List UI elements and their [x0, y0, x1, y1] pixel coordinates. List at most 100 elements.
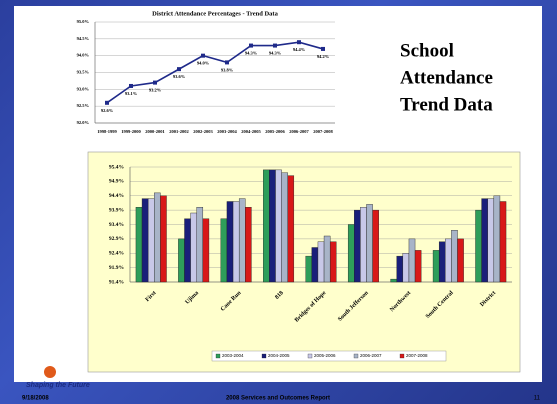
bar — [402, 253, 410, 283]
bar — [414, 250, 422, 283]
bar — [238, 198, 246, 283]
y-tick-label: 93.9% — [109, 207, 124, 213]
bar — [360, 207, 367, 283]
x-tick-label: 2003-2004 — [217, 129, 237, 134]
slide-heading-line: Trend Data — [400, 94, 493, 115]
data-label: 93.2% — [149, 88, 162, 93]
bar — [372, 209, 379, 283]
bar — [493, 195, 501, 283]
bar — [481, 198, 488, 283]
bar — [475, 209, 482, 283]
legend-box — [211, 350, 447, 362]
x-tick-label: 2004-2005 — [241, 129, 261, 134]
data-point — [321, 46, 325, 51]
y-tick-label: 92.5% — [77, 103, 90, 108]
bar — [390, 278, 397, 283]
data-point — [225, 60, 229, 65]
bar — [196, 207, 204, 283]
bar — [438, 241, 446, 283]
bar — [263, 169, 270, 283]
bar — [160, 195, 167, 283]
bar — [154, 192, 161, 283]
bar — [366, 204, 373, 283]
bar — [396, 255, 404, 283]
bar — [245, 207, 252, 283]
y-tick-label: 94.0% — [77, 53, 90, 58]
data-point — [105, 100, 109, 105]
logo-mark — [44, 366, 56, 378]
bar — [184, 218, 191, 283]
bar — [311, 247, 319, 283]
bar — [445, 238, 452, 283]
legend-swatch — [399, 353, 405, 359]
chart-title: District Attendance Percentages - Trend … — [152, 10, 278, 17]
legend-label: 2005-2006 — [314, 353, 336, 358]
legend-label: 2006-2007 — [360, 353, 382, 358]
data-point — [153, 80, 157, 85]
legend-swatch — [261, 353, 267, 359]
bar — [269, 169, 276, 283]
legend-label: 2003-2004 — [222, 353, 244, 358]
x-tick-label: 1999-2000 — [121, 129, 141, 134]
bar — [408, 238, 416, 283]
data-point — [129, 83, 133, 88]
y-tick-label: 95.0% — [77, 19, 90, 24]
bar — [147, 198, 155, 283]
data-label: 94.3% — [245, 51, 258, 56]
bar — [281, 172, 288, 283]
footer-date: 9/18/2008 — [22, 396, 49, 402]
footer-title: 2008 Services and Outcomes Report — [226, 396, 330, 402]
bar — [457, 238, 464, 283]
bar — [220, 218, 228, 283]
bar — [354, 209, 361, 283]
bar — [317, 241, 325, 283]
data-label: 94.3% — [269, 51, 282, 56]
y-tick-label: 92.0% — [77, 120, 90, 125]
legend-label: 2004-2005 — [268, 353, 290, 358]
data-label: 94.0% — [197, 61, 210, 66]
y-tick-label: 93.0% — [77, 86, 90, 91]
data-point — [177, 67, 181, 72]
bar — [202, 218, 210, 283]
bar — [275, 169, 282, 283]
y-tick-label: 93.5% — [77, 70, 90, 75]
bar — [178, 238, 185, 283]
legend-swatch — [307, 353, 313, 359]
y-tick-label: 94.4% — [109, 193, 124, 199]
x-tick-label: 2002-2003 — [193, 129, 213, 134]
y-tick-label: 93.4% — [109, 222, 124, 228]
data-point — [201, 53, 205, 58]
data-label: 93.1% — [125, 91, 138, 96]
trend-line — [106, 41, 324, 104]
data-label: 94.2% — [317, 54, 330, 59]
data-label: 93.8% — [221, 67, 234, 72]
data-label: 92.6% — [101, 108, 114, 113]
legend-swatch — [353, 353, 359, 359]
x-tick-label: 1998-1999 — [97, 129, 117, 134]
x-tick-label: 2000-2001 — [145, 129, 165, 134]
y-tick-label: 92.9% — [109, 236, 124, 242]
data-label: 94.4% — [293, 47, 306, 52]
data-point — [249, 43, 253, 48]
y-tick-label: 94.9% — [109, 179, 124, 185]
x-tick-label: 818 — [274, 290, 285, 301]
bar — [232, 201, 240, 283]
bar — [226, 201, 234, 283]
y-tick-label: 91.9% — [109, 265, 124, 271]
bar — [287, 175, 295, 283]
y-tick-label: 95.4% — [109, 164, 124, 170]
data-point — [273, 43, 277, 48]
footer-page: 11 — [534, 396, 541, 402]
bar — [347, 224, 355, 283]
legend-swatch — [215, 353, 221, 359]
y-tick-label: 92.4% — [109, 251, 124, 257]
slide-heading-line: School — [400, 40, 454, 61]
x-tick-label: 2007-2008 — [313, 129, 333, 134]
x-tick-label: 2005-2006 — [265, 129, 285, 134]
data-point — [297, 40, 301, 45]
bar — [141, 198, 149, 283]
bar — [329, 241, 337, 283]
bar — [432, 250, 440, 283]
